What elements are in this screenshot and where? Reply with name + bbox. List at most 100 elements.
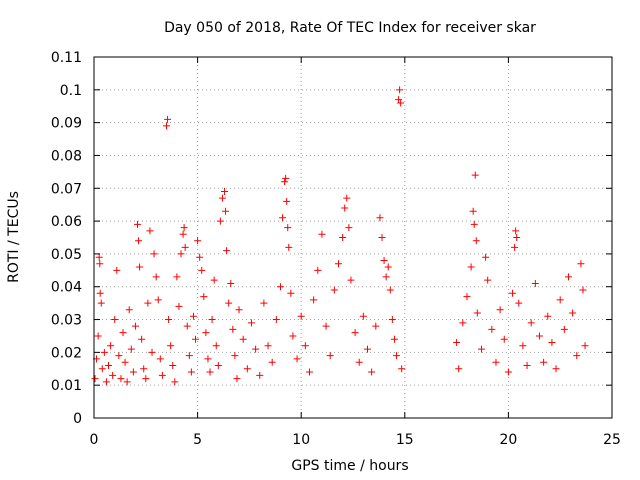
data-point [398, 365, 406, 373]
data-point [573, 352, 581, 360]
data-point [102, 378, 110, 386]
data-point [380, 256, 388, 264]
data-point [318, 230, 326, 238]
x-tick-label: 15 [396, 432, 414, 448]
x-tick-label: 10 [292, 432, 310, 448]
data-point [268, 358, 276, 366]
y-tick-label: 0.01 [51, 378, 82, 394]
data-point [171, 378, 179, 386]
data-point [341, 204, 349, 212]
x-axis-label: GPS time / hours [291, 458, 408, 474]
data-point [96, 289, 104, 297]
y-tick-label: 0.11 [51, 50, 82, 66]
y-tick-label: 0 [73, 411, 82, 427]
y-tick-label: 0.06 [51, 214, 82, 230]
data-point [247, 319, 255, 327]
data-point [148, 348, 156, 356]
data-point [347, 276, 355, 284]
data-point [165, 316, 173, 324]
data-point [355, 358, 363, 366]
y-tick-label: 0.05 [51, 247, 82, 263]
data-point [463, 293, 471, 301]
data-point [301, 342, 309, 350]
data-point [264, 342, 272, 350]
data-point [218, 194, 226, 202]
data-point [351, 329, 359, 337]
data-point [564, 273, 572, 281]
data-point [368, 368, 376, 376]
data-point [138, 335, 146, 343]
data-points [91, 86, 589, 386]
data-point [181, 243, 189, 251]
data-point [455, 365, 463, 373]
data-point [94, 332, 102, 340]
data-point [227, 279, 235, 287]
data-point [289, 332, 297, 340]
data-point [390, 335, 398, 343]
data-point [515, 299, 523, 307]
data-point [163, 122, 171, 130]
data-point [482, 253, 490, 261]
data-point [214, 361, 222, 369]
data-point [459, 319, 467, 327]
data-point [382, 273, 390, 281]
data-point [136, 263, 144, 271]
data-point [509, 289, 517, 297]
data-point [305, 368, 313, 376]
data-point [222, 207, 230, 215]
data-point [117, 375, 125, 383]
data-point [473, 309, 481, 317]
data-point [239, 335, 247, 343]
data-point [95, 253, 103, 261]
data-point [513, 234, 521, 241]
x-tick-label: 20 [499, 432, 517, 448]
data-point [221, 188, 229, 196]
data-point [158, 371, 166, 379]
data-point [284, 224, 292, 232]
data-point [512, 227, 520, 235]
data-point [189, 312, 197, 320]
y-tick-label: 0.1 [60, 83, 82, 99]
data-point [376, 214, 384, 222]
data-point [210, 276, 218, 284]
data-point [285, 243, 293, 251]
data-point [386, 286, 394, 294]
data-point [388, 316, 396, 324]
data-point [504, 368, 512, 376]
plot-frame [93, 56, 613, 419]
data-point [467, 263, 475, 271]
data-point [175, 302, 183, 310]
data-point [206, 368, 214, 376]
data-point [364, 345, 372, 353]
data-point [393, 352, 401, 360]
data-point [187, 368, 195, 376]
data-point [314, 266, 322, 274]
data-point [469, 207, 477, 215]
data-point [231, 352, 239, 360]
data-point [243, 365, 251, 373]
data-point [523, 361, 531, 369]
data-point [173, 273, 181, 281]
axes: 0 5 10 15 20 25 0 0.01 0.02 0.03 0.04 0.05 0.06 0.07 0… [51, 50, 621, 448]
data-point [276, 283, 284, 291]
y-tick-label: 0.08 [51, 148, 82, 164]
data-point [152, 273, 160, 281]
data-point [322, 322, 330, 330]
data-point [511, 243, 519, 251]
data-point [134, 220, 142, 228]
data-point [180, 224, 188, 232]
data-point [131, 322, 139, 330]
data-point [142, 375, 150, 383]
data-point [113, 266, 121, 274]
data-point [384, 263, 392, 271]
data-point [527, 319, 535, 327]
data-point [125, 306, 133, 314]
data-point [531, 279, 539, 287]
x-tick-label: 5 [193, 432, 202, 448]
chart-title: Day 050 of 2018, Rate Of TEC Index for r… [164, 20, 536, 36]
data-point [330, 286, 338, 294]
data-point [100, 348, 108, 356]
data-point [535, 332, 543, 340]
data-point [212, 342, 220, 350]
